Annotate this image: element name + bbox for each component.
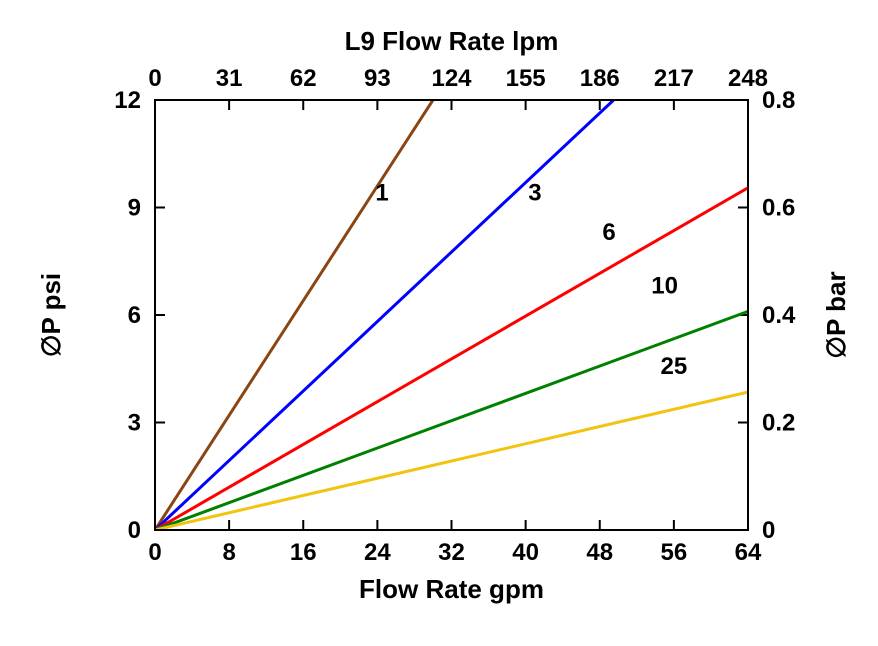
series-line-25 <box>155 392 748 530</box>
series-label-1: 1 <box>375 179 388 206</box>
x-top-tick-label: 217 <box>654 65 694 92</box>
x-bottom-tick-label: 8 <box>222 539 235 566</box>
y-left-tick-label: 12 <box>114 87 141 114</box>
x-top-tick-label: 62 <box>290 65 317 92</box>
x-top-tick-label: 31 <box>216 65 243 92</box>
series-label-25: 25 <box>661 353 688 380</box>
y-right-tick-label: 0 <box>762 517 775 544</box>
series-line-3 <box>155 100 614 530</box>
y-right-tick-label: 0.8 <box>762 87 795 114</box>
x-bottom-tick-label: 32 <box>438 539 465 566</box>
x-top-tick-label: 186 <box>580 65 620 92</box>
series-group <box>155 100 748 530</box>
plot-border-top <box>155 100 748 530</box>
x-bottom-axis-label: Flow Rate gpm <box>359 574 544 604</box>
y-left-axis-label: ∅P psi <box>36 273 66 357</box>
x-bottom-tick-label: 16 <box>290 539 317 566</box>
x-top-axis-label: L9 Flow Rate lpm <box>345 26 559 56</box>
x-bottom-tick-label: 56 <box>661 539 688 566</box>
x-top-tick-label: 124 <box>431 65 472 92</box>
x-top-tick-label: 0 <box>148 65 161 92</box>
series-line-6 <box>155 188 748 530</box>
y-left-tick-label: 9 <box>128 195 141 222</box>
y-left-tick-label: 3 <box>128 410 141 437</box>
y-right-axis-label: ∅P bar <box>821 271 851 358</box>
x-bottom-tick-label: 64 <box>735 539 762 566</box>
pressure-flow-chart: 0816243240485664031629312415518621724803… <box>0 0 878 646</box>
y-left-tick-label: 6 <box>128 302 141 329</box>
x-bottom-tick-label: 40 <box>512 539 539 566</box>
y-left-tick-label: 0 <box>128 517 141 544</box>
series-label-10: 10 <box>651 273 678 300</box>
x-bottom-tick-label: 0 <box>148 539 161 566</box>
y-right-tick-label: 0.4 <box>762 302 796 329</box>
series-line-10 <box>155 311 748 530</box>
plot-area <box>155 100 748 530</box>
series-line-1 <box>155 100 433 530</box>
series-label-3: 3 <box>528 179 541 206</box>
y-right-tick-label: 0.2 <box>762 410 795 437</box>
series-label-6: 6 <box>602 219 615 246</box>
x-bottom-tick-label: 24 <box>364 539 391 566</box>
chart-container: 0816243240485664031629312415518621724803… <box>0 0 878 646</box>
x-top-tick-label: 93 <box>364 65 391 92</box>
x-bottom-tick-label: 48 <box>586 539 613 566</box>
y-right-tick-label: 0.6 <box>762 195 795 222</box>
x-top-tick-label: 155 <box>506 65 546 92</box>
